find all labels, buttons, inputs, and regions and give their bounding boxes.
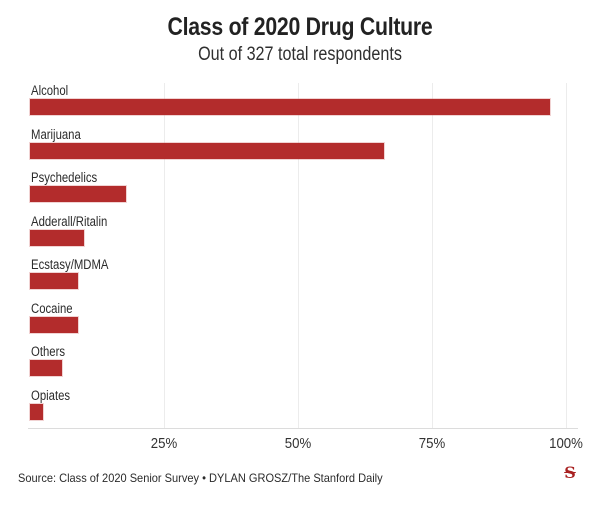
category-label: Ecstasy/MDMA <box>31 257 109 272</box>
chart-subtitle: Out of 327 total respondents <box>198 44 402 65</box>
bar <box>30 229 84 246</box>
bar <box>30 99 550 115</box>
bar <box>30 403 44 420</box>
bar <box>30 316 79 333</box>
bar <box>30 273 79 289</box>
category-label: Opiates <box>31 387 71 403</box>
category-label: Psychedelics <box>31 170 98 185</box>
x-tick-label: 25% <box>150 435 178 452</box>
gridline-100 <box>566 83 567 428</box>
plot-area: Alcohol Marijuana Psychedelics Adderall/Rit… <box>30 83 567 428</box>
bar <box>30 142 384 159</box>
gridline-50 <box>298 83 299 428</box>
gridline-75 <box>432 83 433 428</box>
category-label: Marijuana <box>31 126 81 142</box>
bar <box>30 360 63 376</box>
stanford-daily-logo: S <box>564 463 576 482</box>
category-label: Others <box>31 344 66 359</box>
x-axis-line <box>28 428 578 429</box>
bar <box>30 186 127 202</box>
chart-title: Class of 2020 Drug Culture <box>167 13 433 41</box>
source-credit: Source: Class of 2020 Senior Survey • DY… <box>18 471 383 485</box>
category-label: Alcohol <box>31 83 69 98</box>
x-tick-label: 75% <box>418 435 446 452</box>
x-tick-label: 100% <box>549 435 583 452</box>
category-label: Adderall/Ritalin <box>31 213 108 229</box>
x-tick-label: 50% <box>284 435 312 452</box>
category-label: Cocaine <box>31 300 73 316</box>
gridline-25 <box>164 83 165 428</box>
